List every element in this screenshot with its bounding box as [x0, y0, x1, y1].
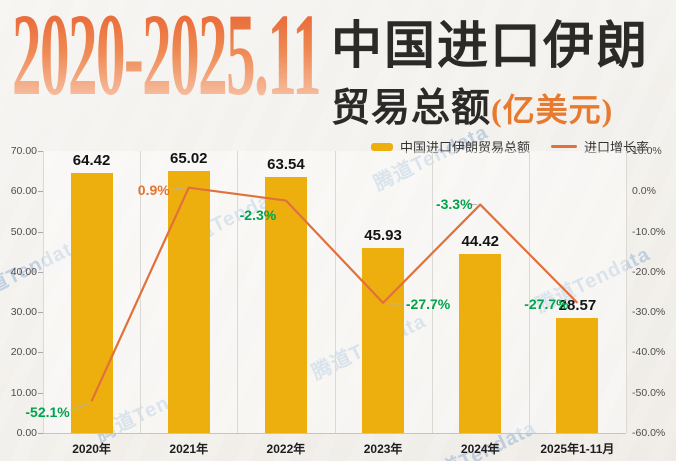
- growth-point-label: -52.1%: [25, 404, 70, 421]
- bar-value-label: 65.02: [169, 150, 208, 168]
- axis-tick-mark: [38, 271, 43, 273]
- axis-tick-mark: [38, 392, 43, 394]
- grid-line: [43, 151, 44, 433]
- axis-tick-mark: [38, 191, 43, 193]
- axis-tick-label-right: -10.0%: [632, 225, 666, 238]
- axis-tick-label-right: -60.0%: [632, 427, 666, 439]
- axis-tick-mark: [38, 312, 43, 314]
- title-year-range: 2020-2025.11: [12, 0, 322, 114]
- growth-point-label: -2.3%: [239, 206, 277, 223]
- axis-tick-label-left: 20.00: [10, 346, 37, 359]
- x-axis-line: [43, 433, 626, 434]
- bar-value-label: 63.54: [267, 156, 305, 174]
- page-title: 中国进口伊朗 贸易总额(亿美元): [331, 19, 650, 133]
- x-axis-label: 2023年: [363, 442, 403, 456]
- axis-tick-label-left: 0.00: [16, 427, 37, 439]
- axis-tick-label-left: 30.00: [10, 306, 37, 319]
- bar: [459, 254, 502, 433]
- grid-line: [431, 151, 433, 433]
- legend-bar-swatch-icon: [371, 142, 393, 151]
- axis-tick-mark: [38, 231, 43, 233]
- bar: [556, 317, 599, 433]
- bar: [70, 173, 113, 433]
- growth-point-label: 0.9%: [137, 181, 170, 198]
- axis-tick-label-left: 60.00: [10, 185, 37, 198]
- bar: [167, 171, 210, 433]
- bar-value-label: 44.42: [461, 233, 500, 251]
- title-unit: (亿美元): [491, 92, 614, 129]
- axis-tick-label-right: -20.0%: [632, 265, 666, 278]
- axis-tick-label-right: 0.0%: [632, 185, 656, 198]
- grid-line: [528, 151, 530, 433]
- axis-tick-mark: [38, 151, 43, 152]
- axis-tick-label-left: 40.00: [10, 265, 37, 278]
- axis-tick-label-left: 50.00: [10, 225, 37, 238]
- x-axis-label: 2022年: [266, 442, 306, 456]
- axis-tick-label-right: -40.0%: [632, 346, 666, 359]
- x-axis-label: 2021年: [169, 442, 209, 456]
- x-axis-label: 2025年1-11月: [540, 442, 615, 456]
- x-axis-label: 2020年: [72, 442, 111, 456]
- axis-tick-label-right: -50.0%: [632, 386, 666, 399]
- axis-tick-label-right: 10.0%: [632, 145, 662, 157]
- growth-point-label: -27.7%: [524, 295, 569, 312]
- grid-line: [334, 151, 336, 433]
- axis-tick-label-right: -30.0%: [632, 306, 666, 319]
- axis-tick-mark: [38, 433, 43, 434]
- axis-tick-label-left: 10.00: [10, 386, 37, 399]
- x-axis-label: 2024年: [460, 442, 500, 456]
- grid-line: [626, 151, 627, 433]
- growth-point-label: -3.3%: [435, 195, 473, 212]
- bar-value-label: 64.42: [72, 152, 111, 170]
- title-line2: 贸易总额(亿美元): [331, 77, 649, 133]
- bar-value-label: 45.93: [364, 226, 402, 244]
- legend-line-swatch-icon: [551, 145, 578, 148]
- legend-line-label: 进口增长率: [584, 140, 650, 155]
- growth-point-label: -27.7%: [405, 295, 451, 312]
- grid-line: [237, 151, 239, 433]
- axis-tick-mark: [38, 352, 43, 354]
- bar: [362, 247, 405, 433]
- axis-tick-label-left: 70.00: [10, 145, 37, 157]
- title-line2-text: 贸易总额: [331, 87, 492, 131]
- title-line1: 中国进口伊朗: [331, 19, 650, 75]
